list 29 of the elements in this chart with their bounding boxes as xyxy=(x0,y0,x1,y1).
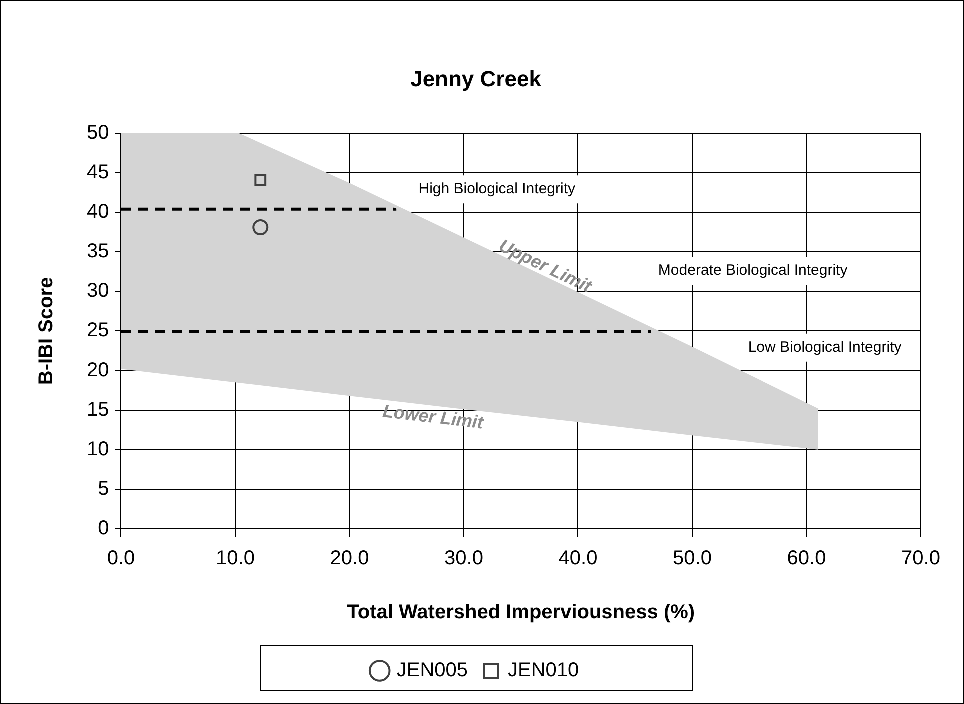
y-tick-label: 20 xyxy=(86,359,110,382)
y-axis-title: B-IBI Score xyxy=(36,277,58,386)
y-tick-label: 5 xyxy=(98,478,110,500)
y-tick-label: 45 xyxy=(86,161,110,184)
x-tick-label: 20.0 xyxy=(330,548,370,570)
x-tick-label: 50.0 xyxy=(673,548,712,570)
y-tick-label: 10 xyxy=(86,438,110,460)
x-tick-label: 70.0 xyxy=(902,548,940,570)
y-tick-label: 15 xyxy=(86,398,110,421)
x-tick-label: 0.0 xyxy=(107,548,136,570)
legend-label: JEN005 xyxy=(396,660,468,682)
x-tick-label: 10.0 xyxy=(216,548,255,570)
y-tick-label: 50 xyxy=(86,122,110,144)
annotation: Lower Limit xyxy=(382,401,486,433)
chart-title: Jenny Creek xyxy=(410,66,542,92)
annotation: Low Biological Integrity xyxy=(748,338,902,356)
annotation: Upper Limit xyxy=(496,236,596,298)
y-tick-label: 40 xyxy=(86,201,110,224)
y-tick-label: 0 xyxy=(98,518,110,540)
y-tick-label: 25 xyxy=(86,320,110,342)
x-axis-title: Total Watershed Imperviousness (%) xyxy=(347,602,696,624)
x-tick-label: 40.0 xyxy=(558,548,598,570)
legend-label: JEN010 xyxy=(508,660,580,682)
y-tick-label: 30 xyxy=(86,280,110,302)
annotation: Moderate Biological Integrity xyxy=(658,262,848,280)
x-tick-label: 30.0 xyxy=(444,548,484,570)
x-tick-label: 60.0 xyxy=(787,548,826,570)
annotation: High Biological Integrity xyxy=(418,180,576,198)
y-tick-label: 35 xyxy=(86,240,110,263)
